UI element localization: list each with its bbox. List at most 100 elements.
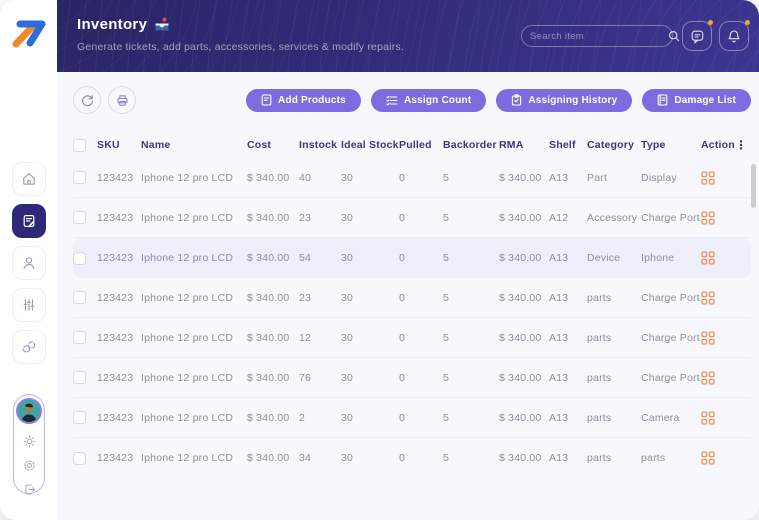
cell-ideal-stock: 30 [341, 371, 354, 384]
column-header-backorder[interactable]: Backorder [443, 139, 497, 151]
column-header-action[interactable]: Action [701, 139, 735, 151]
sidebar-item-settings-sliders[interactable] [11, 288, 46, 322]
cell-rma: $ 340.00 [499, 452, 542, 464]
cell-ideal-stock: 30 [341, 452, 354, 464]
table-row[interactable]: 123423 Iphone 12 pro LCD $ 340.00 12 30 0 5 $ 3… [73, 318, 751, 358]
cell-shelf: A13 [549, 331, 569, 344]
toolbar: Add Products Assign Count [73, 86, 751, 114]
row-action-button[interactable] [701, 370, 735, 385]
assign-count-icon [386, 95, 398, 106]
cell-rma: $ 340.00 [499, 371, 542, 384]
user-avatar[interactable] [16, 398, 42, 424]
cell-instock: 23 [299, 211, 312, 224]
app-logo[interactable] [8, 12, 52, 56]
theme-toggle-button[interactable] [23, 435, 36, 448]
assigning-history-button[interactable]: Assigning History [496, 88, 633, 112]
grid-icon [701, 410, 715, 425]
row-checkbox[interactable] [73, 171, 86, 184]
cell-backorder: 5 [443, 331, 450, 344]
row-action-button[interactable] [701, 451, 735, 465]
cell-cost: $ 340.00 [247, 411, 290, 424]
column-header-category[interactable]: Category [587, 139, 635, 151]
column-header-pulled[interactable]: Pulled [399, 139, 432, 151]
messages-button[interactable] [682, 20, 713, 51]
cell-category: parts [587, 331, 612, 344]
grid-icon [701, 330, 715, 345]
add-products-button[interactable]: Add Products [245, 88, 361, 112]
cell-ideal-stock: 30 [341, 171, 354, 184]
column-header-shelf[interactable]: Shelf [549, 139, 576, 151]
table-row[interactable]: 123423 Iphone 12 pro LCD $ 340.00 54 30 0 5 $ 3… [73, 238, 751, 278]
row-action-button[interactable] [701, 251, 735, 265]
search-box [521, 25, 680, 47]
add-products-icon [261, 94, 272, 106]
cell-cost: $ 340.00 [247, 252, 290, 264]
cell-shelf: A12 [549, 211, 569, 224]
cell-pulled: 0 [399, 452, 406, 464]
row-action-button[interactable] [701, 210, 735, 225]
cell-cost: $ 340.00 [247, 371, 290, 384]
cell-shelf: A13 [549, 171, 569, 184]
notifications-button[interactable] [719, 20, 750, 51]
cell-shelf: A13 [549, 371, 569, 384]
search-input[interactable] [530, 30, 662, 42]
table-row[interactable]: 123423 Iphone 12 pro LCD $ 340.00 40 30 0 5 $ 3… [73, 158, 751, 198]
vertical-scrollbar-thumb[interactable] [751, 164, 756, 208]
column-header-cost[interactable]: Cost [247, 139, 272, 151]
row-checkbox[interactable] [73, 411, 86, 424]
cell-instock: 34 [299, 452, 312, 464]
bell-icon [727, 29, 741, 44]
cell-name: Iphone 12 pro LCD [141, 371, 234, 384]
row-checkbox[interactable] [73, 291, 86, 304]
sidebar-item-inventory[interactable] [11, 204, 46, 238]
cell-rma: $ 340.00 [499, 411, 542, 424]
table-row[interactable]: 123423 Iphone 12 pro LCD $ 340.00 76 30 0 5 $ 3… [73, 358, 751, 398]
cell-type: Display [641, 171, 677, 184]
row-checkbox[interactable] [73, 211, 86, 224]
sidebar-item-groups[interactable] [11, 330, 46, 364]
cell-instock: 2 [299, 411, 306, 424]
row-action-button[interactable] [701, 330, 735, 345]
table-row[interactable]: 123423 Iphone 12 pro LCD $ 340.00 34 30 0 5 $ 3… [73, 438, 751, 478]
row-action-button[interactable] [701, 410, 735, 425]
grid-icon [701, 451, 715, 465]
table-row[interactable]: 123423 Iphone 12 pro LCD $ 340.00 23 30 0 5 $ 3… [73, 198, 751, 238]
user-icon [21, 255, 37, 271]
column-header-sku[interactable]: SKU [97, 139, 120, 151]
ticket-edit-icon [21, 213, 37, 229]
row-action-button[interactable] [701, 290, 735, 305]
sidebar [0, 0, 57, 520]
refresh-button[interactable] [73, 86, 101, 114]
column-header-instock[interactable]: Instock [299, 139, 338, 151]
table-options-kebab-icon[interactable]: ⋮ [735, 138, 747, 152]
sidebar-item-customers[interactable] [11, 246, 46, 280]
damage-list-button[interactable]: Damage List [642, 88, 751, 112]
assign-count-button[interactable]: Assign Count [370, 88, 487, 112]
column-header-ideal-stock[interactable]: Ideal Stock [341, 139, 399, 151]
column-header-rma[interactable]: RMA [499, 139, 524, 151]
settings-gear-button[interactable] [23, 459, 36, 472]
row-checkbox[interactable] [73, 371, 86, 384]
sidebar-item-home[interactable] [11, 162, 46, 196]
row-checkbox[interactable] [73, 251, 86, 265]
cell-name: Iphone 12 pro LCD [141, 411, 234, 424]
cell-cost: $ 340.00 [247, 331, 290, 344]
cell-name: Iphone 12 pro LCD [141, 291, 234, 304]
column-header-name[interactable]: Name [141, 139, 171, 151]
column-header-type[interactable]: Type [641, 139, 666, 151]
cell-rma: $ 340.00 [499, 331, 542, 344]
cell-backorder: 5 [443, 411, 450, 424]
print-button[interactable] [108, 86, 136, 114]
cell-instock: 76 [299, 371, 312, 384]
table-row[interactable]: 123423 Iphone 12 pro LCD $ 340.00 23 30 0 5 $ 3… [73, 278, 751, 318]
logout-button[interactable] [23, 483, 36, 496]
select-all-checkbox[interactable] [73, 138, 86, 152]
row-action-button[interactable] [701, 170, 735, 185]
cell-backorder: 5 [443, 211, 450, 224]
cell-pulled: 0 [399, 411, 406, 424]
table-row[interactable]: 123423 Iphone 12 pro LCD $ 340.00 2 30 0 5 $ 34… [73, 398, 751, 438]
cell-type: Charge Port [641, 211, 700, 224]
search-icon[interactable] [668, 30, 680, 42]
row-checkbox[interactable] [73, 451, 86, 465]
row-checkbox[interactable] [73, 331, 86, 344]
